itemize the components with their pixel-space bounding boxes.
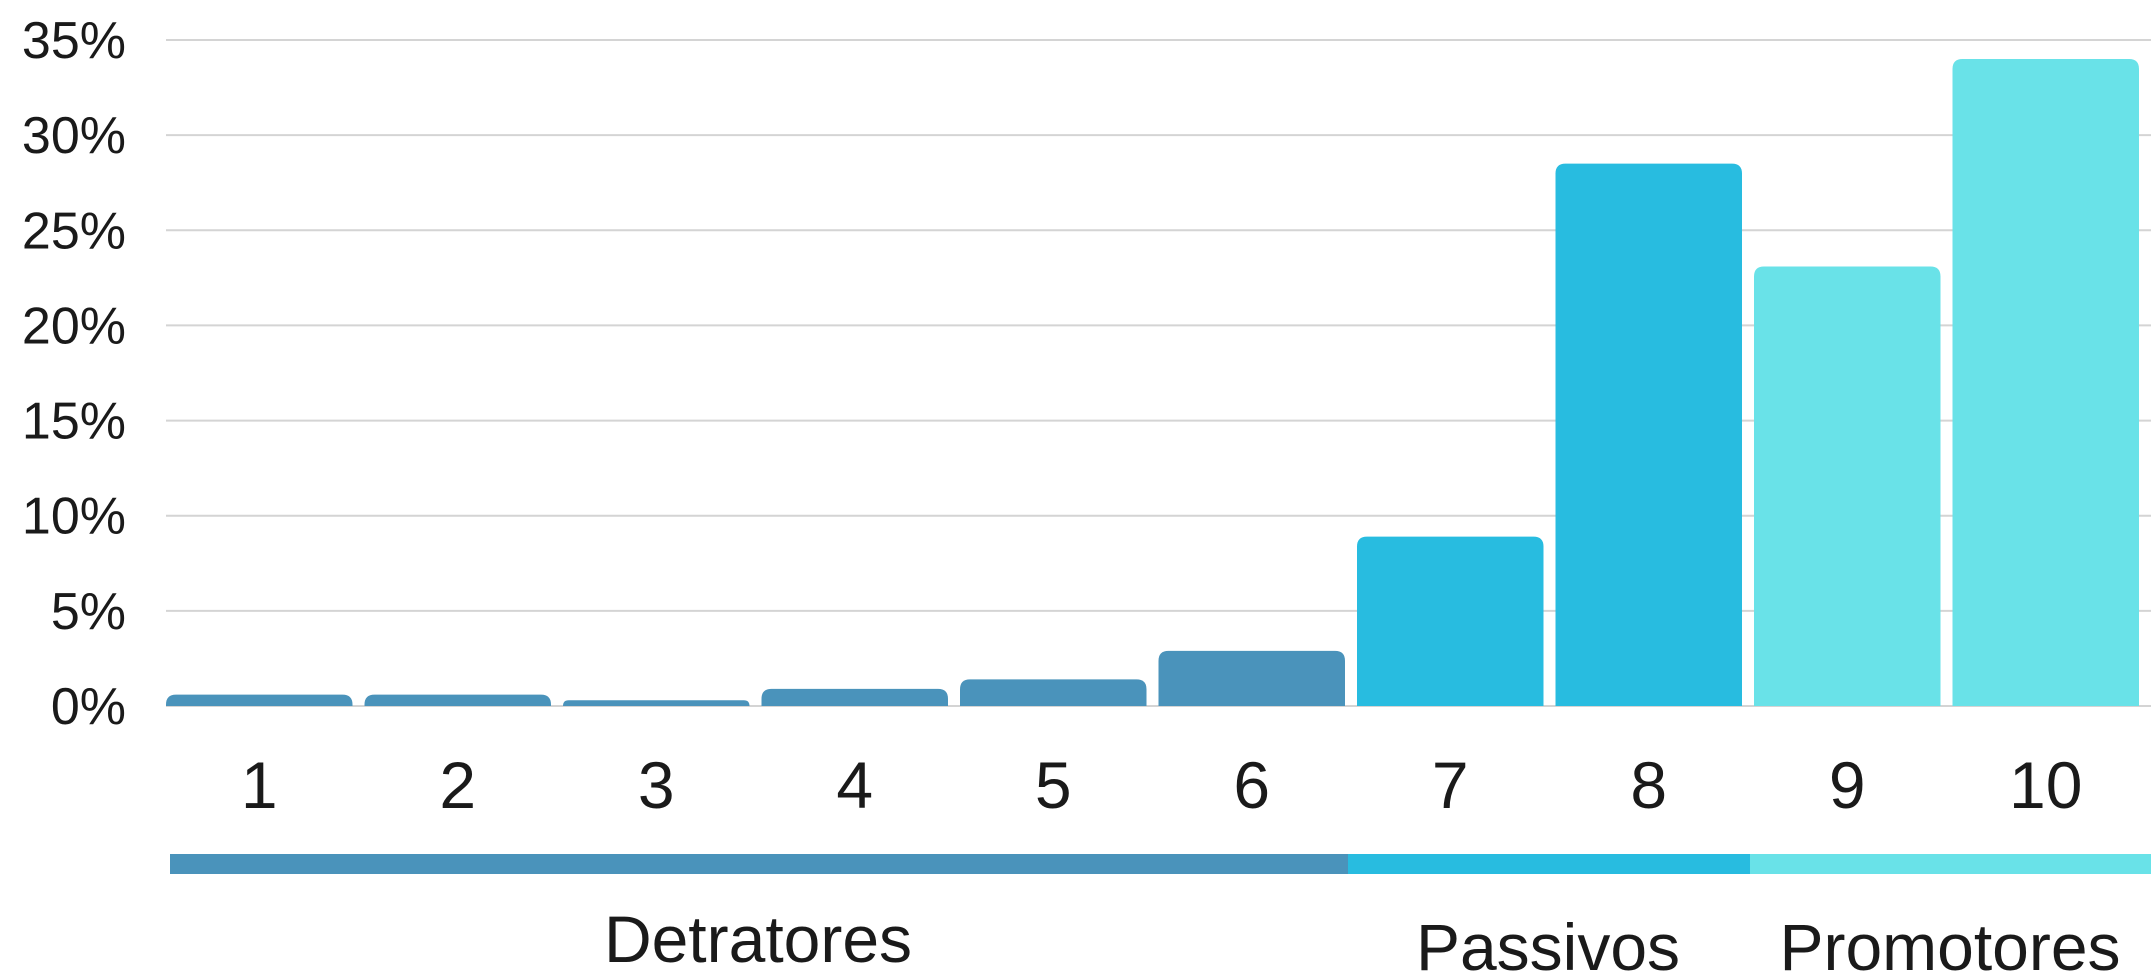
gridlines	[166, 39, 2151, 707]
bar-10	[1952, 59, 2139, 707]
x-tick-label: 5	[1035, 748, 1072, 822]
x-tick-label: 2	[439, 748, 476, 822]
bar-2	[364, 694, 551, 706]
group-band-passivos	[1348, 854, 1750, 874]
x-tick-label: 6	[1233, 748, 1270, 822]
group-band-promotores	[1750, 854, 2151, 874]
x-tick-label: 4	[836, 748, 873, 822]
x-tick-label: 8	[1630, 748, 1667, 822]
bar-8	[1555, 163, 1742, 706]
bar-4	[761, 688, 948, 706]
bar-7	[1357, 536, 1544, 706]
group-band-detratores	[170, 854, 1348, 874]
bar-1	[166, 694, 353, 706]
y-tick-label: 10%	[22, 488, 126, 546]
y-tick-label: 5%	[51, 583, 126, 641]
x-tick-label: 10	[2009, 748, 2082, 822]
group-labels: Detratores Passivos Promotores	[604, 902, 2121, 974]
y-tick-label: 20%	[22, 297, 126, 355]
y-axis-ticks: 0% 5% 10% 15% 20% 25% 30% 35%	[22, 12, 126, 736]
group-label-passivos: Passivos	[1416, 910, 1680, 974]
bar-9	[1754, 266, 1941, 706]
bar-3	[563, 700, 750, 706]
y-tick-label: 15%	[22, 393, 126, 451]
bar-5	[960, 679, 1147, 706]
x-tick-label: 1	[241, 748, 278, 822]
group-label-detratores: Detratores	[604, 902, 912, 974]
group-label-promotores: Promotores	[1779, 910, 2120, 974]
bars	[166, 59, 2139, 707]
x-tick-label: 9	[1829, 748, 1866, 822]
y-tick-label: 35%	[22, 12, 126, 70]
y-tick-label: 30%	[22, 107, 126, 165]
y-tick-label: 0%	[51, 678, 126, 736]
y-tick-label: 25%	[22, 202, 126, 260]
group-bands	[170, 854, 2151, 874]
bar-6	[1158, 650, 1345, 706]
x-axis-ticks: 1 2 3 4 5 6 7 8 9 10	[241, 748, 2083, 822]
x-tick-label: 3	[638, 748, 675, 822]
x-tick-label: 7	[1432, 748, 1469, 822]
